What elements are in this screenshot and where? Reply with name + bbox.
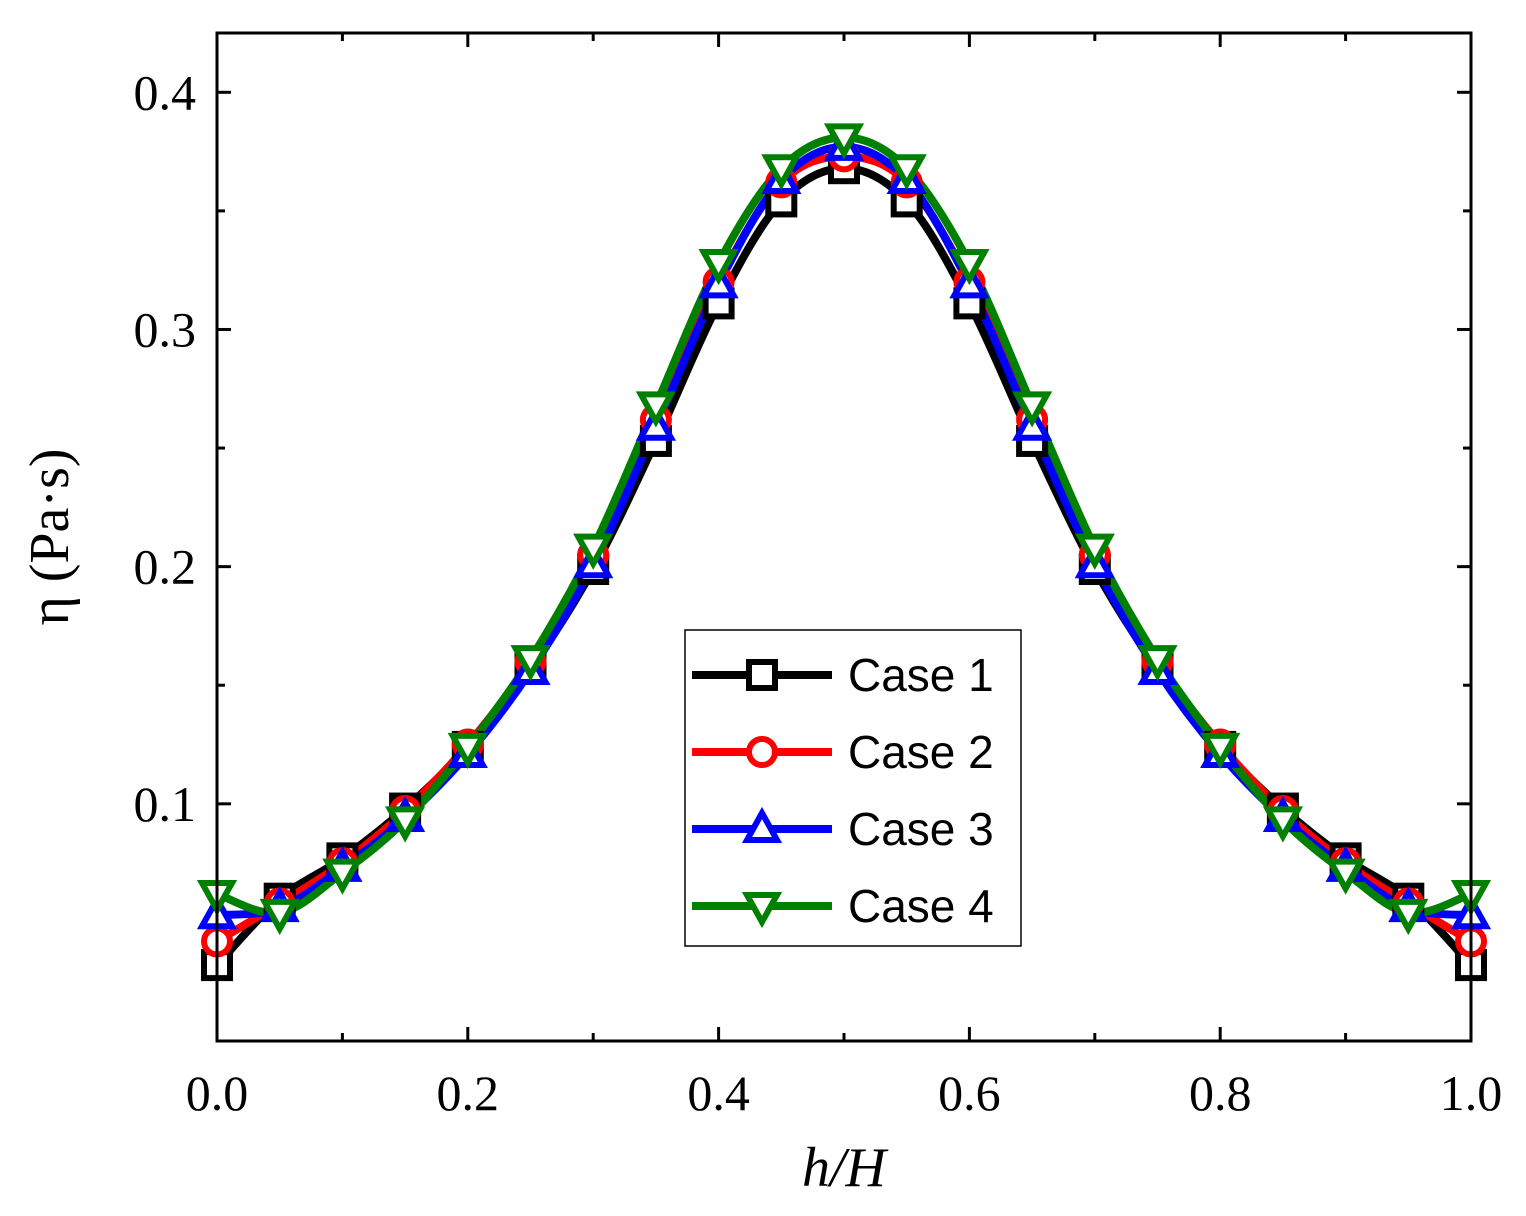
- data-point-case-4: [1012, 391, 1053, 428]
- legend-label-case-2: Case 2: [848, 726, 994, 778]
- x-tick-label: 0.2: [437, 1065, 500, 1121]
- x-tick-label: 0.0: [186, 1065, 249, 1121]
- data-point-case-4: [573, 533, 614, 570]
- legend: Case 1 Case 2 Case 3 Case 4: [684, 629, 1022, 947]
- legend-label-case-4: Case 4: [848, 880, 994, 932]
- data-point-case-4: [949, 249, 990, 286]
- data-point-case-4: [1388, 898, 1429, 936]
- legend-marker-case-1: [746, 659, 778, 691]
- data-point-case-4: [761, 154, 802, 191]
- legend-marker-case-3: [741, 806, 783, 843]
- y-tick-label: 0.4: [134, 64, 197, 120]
- x-tick-label: 0.6: [938, 1065, 1001, 1121]
- data-point-case-4: [322, 858, 363, 895]
- data-point-case-4: [259, 898, 300, 936]
- y-axis-title: η (Pa·s): [19, 448, 81, 625]
- legend-marker-case-4: [741, 892, 783, 929]
- x-tick-label: 0.8: [1189, 1065, 1252, 1121]
- y-tick-label: 0.2: [134, 539, 197, 595]
- plot-frame: [215, 31, 1473, 1043]
- data-point-case-4: [886, 154, 927, 191]
- x-tick-label: 0.4: [687, 1065, 750, 1121]
- data-point-case-4: [385, 806, 426, 843]
- data-point-case-4: [510, 645, 551, 682]
- legend-label-case-3: Case 3: [848, 803, 994, 855]
- y-tick-label: 0.3: [134, 301, 197, 357]
- legend-label-case-1: Case 1: [848, 649, 994, 701]
- tick-labels: 0.0 0.2 0.4 0.6 0.8 1.0 0.1 0.2 0.3 0.4: [134, 64, 1503, 1121]
- x-tick-label: 1.0: [1440, 1065, 1503, 1121]
- y-tick-label: 0.1: [134, 776, 197, 832]
- data-point-case-4: [1262, 806, 1303, 843]
- data-point-case-4: [1200, 732, 1241, 770]
- legend-marker-case-2: [746, 736, 778, 768]
- legend-box: [684, 629, 1022, 947]
- data-point-case-4: [1325, 858, 1366, 895]
- data-point-case-4: [1137, 645, 1178, 682]
- data-point-case-4: [823, 123, 865, 160]
- data-point-case-4: [1074, 533, 1115, 570]
- data-point-case-4: [447, 732, 488, 770]
- x-axis-title: h/H: [802, 1137, 889, 1199]
- data-point-case-4: [698, 249, 739, 286]
- data-point-case-4: [635, 391, 676, 428]
